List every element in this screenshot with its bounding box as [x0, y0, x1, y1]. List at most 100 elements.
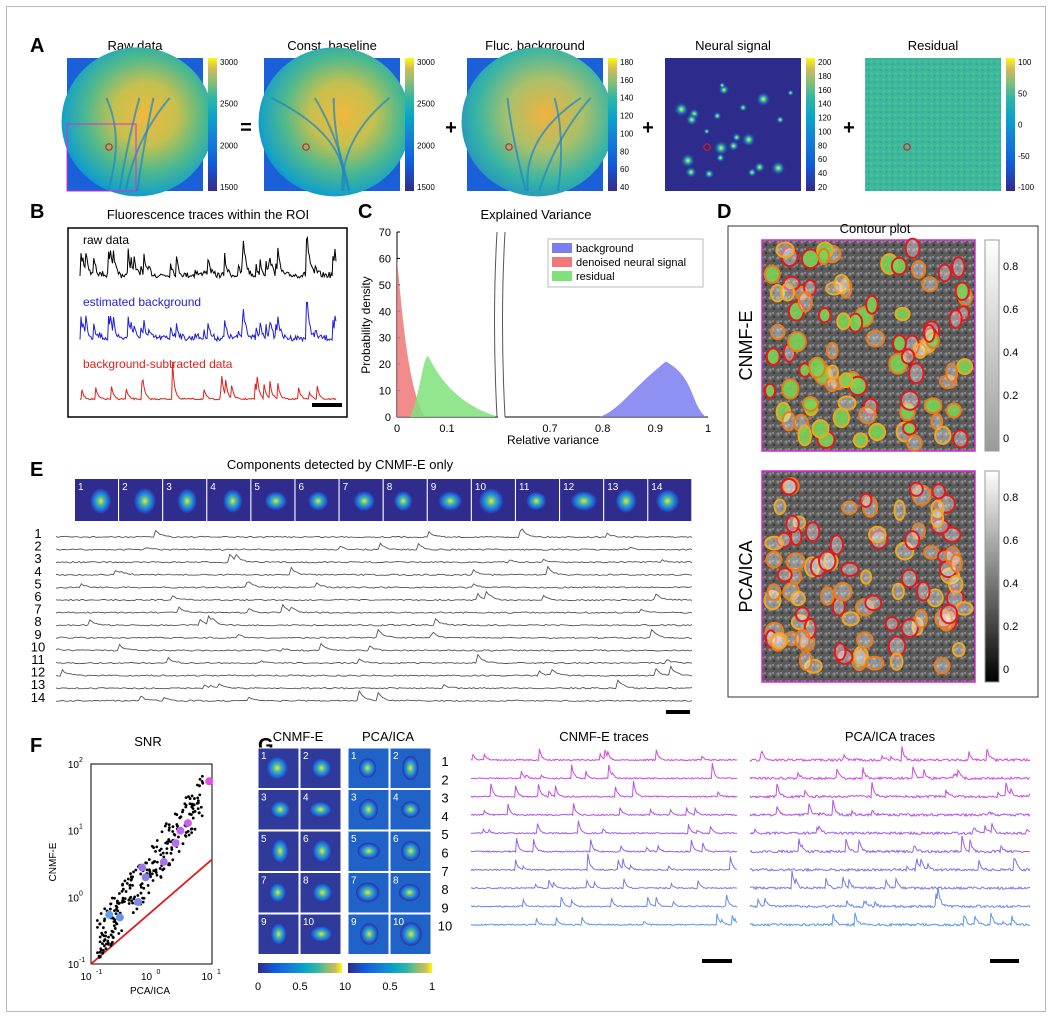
neuron-spot — [713, 140, 729, 156]
colorbar-tick: 2000 — [220, 141, 238, 150]
legend-label-2: residual — [576, 271, 615, 283]
g-trace-number: 2 — [441, 772, 448, 787]
component-blob — [223, 489, 243, 513]
f-point — [120, 929, 124, 933]
neuron-contour — [833, 273, 850, 295]
f-point — [134, 868, 138, 872]
e-trace — [55, 679, 693, 690]
g-tile-number: 9 — [261, 917, 267, 928]
f-point — [191, 810, 195, 814]
tile-number: 6 — [299, 482, 305, 493]
neuron-contour — [798, 650, 813, 671]
f-highlight-point-5 — [159, 857, 168, 866]
f-point — [111, 930, 115, 934]
g-tile-blob — [401, 840, 421, 862]
g-trace — [470, 853, 737, 872]
g-tile-number: 5 — [351, 834, 357, 845]
f-point — [196, 796, 200, 800]
neuron-contour — [865, 655, 885, 671]
f-point — [169, 851, 173, 855]
g-trace — [749, 766, 1031, 781]
neuron-spot — [738, 103, 748, 112]
f-point — [198, 793, 202, 797]
f-xtick: 10 — [201, 972, 213, 983]
colorbar-tick: 1500 — [220, 183, 238, 192]
panel-letter-B: B — [30, 201, 44, 223]
f-point — [139, 883, 143, 887]
f-point — [96, 925, 99, 929]
g-tile-number: 3 — [261, 793, 267, 804]
neuron-contour — [817, 550, 837, 572]
f-point — [192, 797, 196, 800]
colorbar-tick: 80 — [620, 147, 629, 156]
f-point — [120, 889, 124, 893]
g-trace — [749, 799, 1031, 818]
neuron-contour — [923, 545, 940, 560]
panel-a-title-3: Neural signal — [695, 38, 771, 53]
g-tile-number: 9 — [351, 917, 357, 928]
f-point — [177, 850, 181, 853]
neuron-contour — [889, 652, 904, 671]
neuron-contour — [913, 343, 928, 359]
f-point — [154, 849, 157, 853]
neuron-contour — [831, 597, 846, 617]
neuron-contour — [817, 247, 830, 266]
panel-e-title: Components detected by CNMF-E only — [227, 457, 454, 472]
f-point — [149, 875, 152, 879]
f-point — [98, 950, 102, 954]
e-trace-number: 9 — [34, 627, 41, 642]
contour-colorbar-tick: 0.4 — [1003, 347, 1018, 359]
g-tile-blob — [309, 925, 333, 943]
f-point — [113, 927, 117, 930]
g-tile — [347, 830, 390, 872]
neuron-contour — [854, 598, 875, 617]
f-point — [111, 935, 115, 939]
f-highlight-point-6 — [171, 839, 180, 848]
neuron-contour — [887, 635, 907, 657]
f-point — [193, 827, 197, 831]
panel-f-title: SNR — [134, 734, 161, 749]
g-trace-number: 5 — [441, 827, 448, 842]
neuron-contour — [805, 521, 821, 543]
e-trace — [55, 603, 693, 614]
g-tile-number: 6 — [393, 834, 399, 845]
neuron-contour — [841, 611, 860, 627]
c-ytick: 20 — [379, 359, 391, 371]
f-point — [147, 891, 151, 895]
tile-number: 1 — [78, 482, 84, 493]
f-point — [113, 896, 116, 900]
operator-1: + — [445, 117, 457, 139]
f-point — [159, 875, 163, 878]
contour-colorbar-tick: 0.8 — [1003, 261, 1018, 273]
neuron-contour — [923, 397, 943, 415]
g-tile-number: 6 — [303, 834, 309, 845]
neuron-contour — [906, 434, 923, 452]
f-point — [101, 949, 105, 952]
tile-number: 11 — [519, 482, 530, 493]
g-trace-number: 1 — [441, 754, 448, 769]
f-point — [121, 887, 125, 891]
field-of-view-0 — [61, 47, 214, 197]
g-tile-blob — [360, 923, 379, 945]
colorbar-tick: 50 — [1018, 89, 1027, 98]
f-point — [151, 879, 155, 882]
f-point — [107, 935, 110, 939]
c-xtick: 0.7 — [542, 423, 557, 435]
vessel — [118, 97, 141, 192]
f-point — [96, 951, 99, 955]
f-point — [198, 777, 202, 781]
colorbar-tick: -100 — [1018, 183, 1035, 192]
neuron-contour — [916, 581, 931, 602]
component-blob — [353, 491, 375, 511]
neuron-contour — [764, 535, 785, 551]
contour-colorbar-1 — [984, 470, 1000, 683]
neuron-contour — [847, 312, 864, 333]
c-ytick: 10 — [379, 386, 391, 398]
f-ytick-exp: -1 — [79, 957, 85, 964]
panel-letter-F: F — [30, 735, 42, 757]
neuron-spot — [715, 153, 726, 163]
g-trace — [749, 912, 1031, 928]
f-point — [120, 900, 124, 904]
roi-marker-1 — [302, 143, 310, 151]
f-highlight-point-1 — [115, 913, 124, 922]
